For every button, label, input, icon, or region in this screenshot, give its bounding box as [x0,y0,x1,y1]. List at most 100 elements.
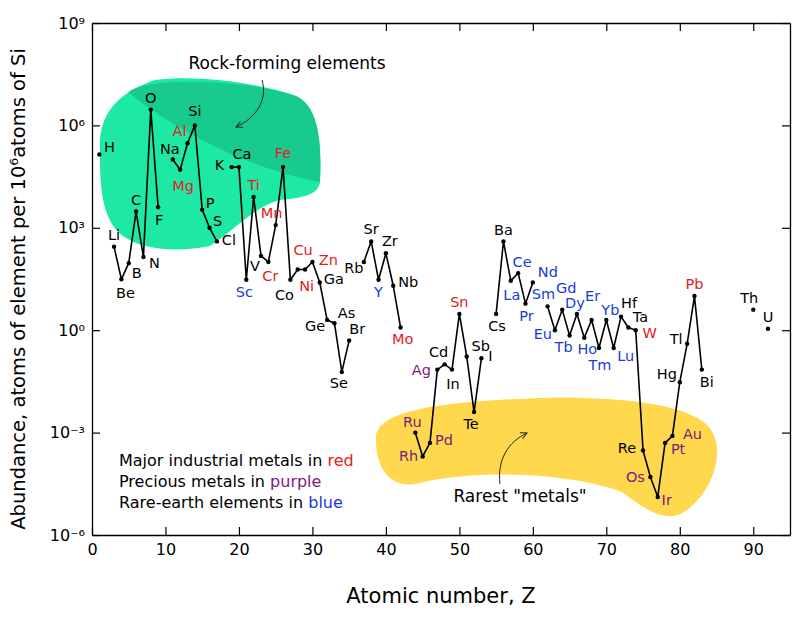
element-label: Ru [403,414,422,430]
element-label: Tb [554,339,573,355]
data-point [619,314,623,318]
data-point [685,342,689,346]
data-point [472,410,476,414]
element-label: Lu [617,348,634,364]
element-label: V [250,258,260,274]
data-point [516,271,520,275]
key-word: purple [270,472,321,491]
element-labels: HLiBeBCNOFNaMgAlSiPSClKCaScTiVCrMnFeCoNi… [104,90,773,508]
element-label: Cu [293,242,312,258]
tick-mark [459,527,460,535]
data-point [207,226,211,230]
tick-label: 20 [229,540,249,559]
tick-mark [386,23,387,31]
data-point [97,152,101,156]
element-label: Ho [577,341,597,357]
element-label: Os [626,469,645,485]
tick: 60 [523,527,543,559]
tick [239,23,240,31]
tick [165,23,166,31]
tick [782,125,790,126]
tick [680,23,681,31]
tick-label: 10³ [58,218,85,237]
element-label: Ag [412,362,431,378]
x-axis-title: Atomic number, Z [346,584,535,608]
element-label: Tm [587,357,611,373]
data-point [678,380,682,384]
element-label: Zr [382,233,398,249]
tick: 10⁶ [58,116,100,135]
tick-mark [782,228,790,229]
element-label: Y [373,284,383,300]
data-point [296,267,300,271]
data-point [465,354,469,358]
tick: 10⁻⁶ [50,526,100,545]
element-label: Ce [513,254,532,270]
element-label: Sn [450,294,468,310]
element-label: Sm [532,286,555,302]
element-label: Yb [600,302,619,318]
element-label: Ti [246,177,259,193]
data-point [119,277,123,281]
annotations: Rock-forming elementsRarest "metals" [188,53,586,506]
tick [606,23,607,31]
data-point [156,205,160,209]
tick: 10⁹ [58,14,100,33]
tick: 50 [450,527,470,559]
data-point [391,284,395,288]
element-label: Zn [319,252,338,268]
tick-label: 50 [450,540,470,559]
element-label: Cr [262,268,278,284]
element-label: Ta [632,309,648,325]
chart-container: 010203040506070809010⁻⁶10⁻³10⁰10³10⁶10⁹A… [0,0,800,620]
tick-mark [239,527,240,535]
element-label: Pt [671,441,686,457]
data-point [347,338,351,342]
key-text: Major industrial metals in [119,451,327,470]
element-label: Ni [299,278,314,294]
tick: 10 [156,527,176,559]
tick-mark [753,527,754,535]
color-key: Major industrial metals in redPrecious m… [119,451,354,512]
data-point [428,441,432,445]
data-point [604,318,608,322]
data-line [364,241,401,327]
data-point [244,278,248,282]
axis-line [790,24,791,536]
data-point [611,346,615,350]
key-entry: Rare-earth elements in blue [119,493,343,512]
plot-data [97,107,770,499]
data-point [626,325,630,329]
data-point [545,304,549,308]
data-point [450,367,454,371]
data-point [420,454,424,458]
element-label: Sc [236,284,253,300]
data-point [641,448,645,452]
element-label: Er [585,288,600,304]
key-word: blue [308,493,343,512]
tick-label: 10⁻⁶ [50,526,85,545]
data-point [634,328,638,332]
data-point [435,367,439,371]
tick: 10³ [58,218,100,237]
tick-mark [386,527,387,535]
x-axis: 0102030405060708090 [87,527,790,559]
element-label: As [338,305,355,321]
axis-line [93,535,791,536]
data-point [413,430,417,434]
data-point [567,333,571,337]
element-label: Dy [565,295,585,311]
x-axis-top [93,23,791,31]
annotation-label: Rarest "metals" [453,486,586,506]
tick-mark [92,535,100,536]
tick-mark [782,330,790,331]
element-label: Ca [232,146,251,162]
element-label: La [503,287,520,303]
data-point [237,165,241,169]
element-label: Th [739,290,758,306]
annotation-arrow [500,433,527,484]
data-line [114,110,158,280]
data-point [171,157,175,161]
element-label: P [206,195,215,211]
element-label: Pd [435,432,453,448]
